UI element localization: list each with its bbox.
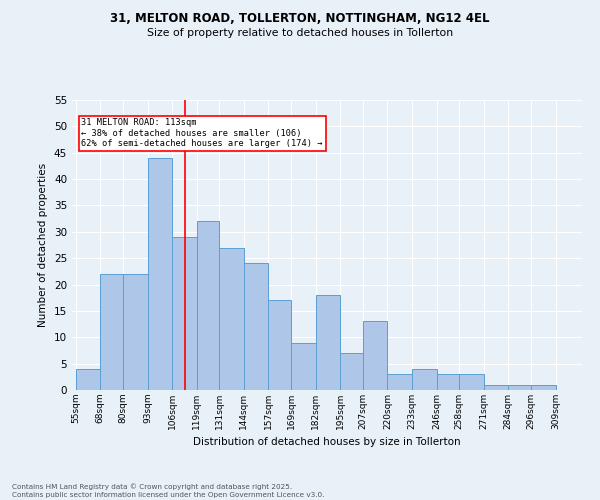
Bar [76,369,100,390]
Text: 31, MELTON ROAD, TOLLERTON, NOTTINGHAM, NG12 4EL: 31, MELTON ROAD, TOLLERTON, NOTTINGHAM, … [110,12,490,26]
Text: Contains HM Land Registry data © Crown copyright and database right 2025.
Contai: Contains HM Land Registry data © Crown c… [12,484,325,498]
Bar [508,384,531,390]
Bar [197,222,220,390]
Bar [316,295,340,390]
Bar [100,274,123,390]
Bar [531,384,556,390]
X-axis label: Distribution of detached houses by size in Tollerton: Distribution of detached houses by size … [193,438,461,448]
Bar [244,264,268,390]
Y-axis label: Number of detached properties: Number of detached properties [38,163,49,327]
Bar [484,384,508,390]
Bar [220,248,244,390]
Bar [388,374,412,390]
Text: 31 MELTON ROAD: 113sqm
← 38% of detached houses are smaller (106)
62% of semi-de: 31 MELTON ROAD: 113sqm ← 38% of detached… [82,118,323,148]
Bar [148,158,172,390]
Bar [340,353,363,390]
Bar [172,237,197,390]
Bar [437,374,459,390]
Bar [268,300,291,390]
Bar [123,274,148,390]
Bar [459,374,484,390]
Bar [363,322,388,390]
Bar [291,342,316,390]
Text: Size of property relative to detached houses in Tollerton: Size of property relative to detached ho… [147,28,453,38]
Bar [412,369,437,390]
